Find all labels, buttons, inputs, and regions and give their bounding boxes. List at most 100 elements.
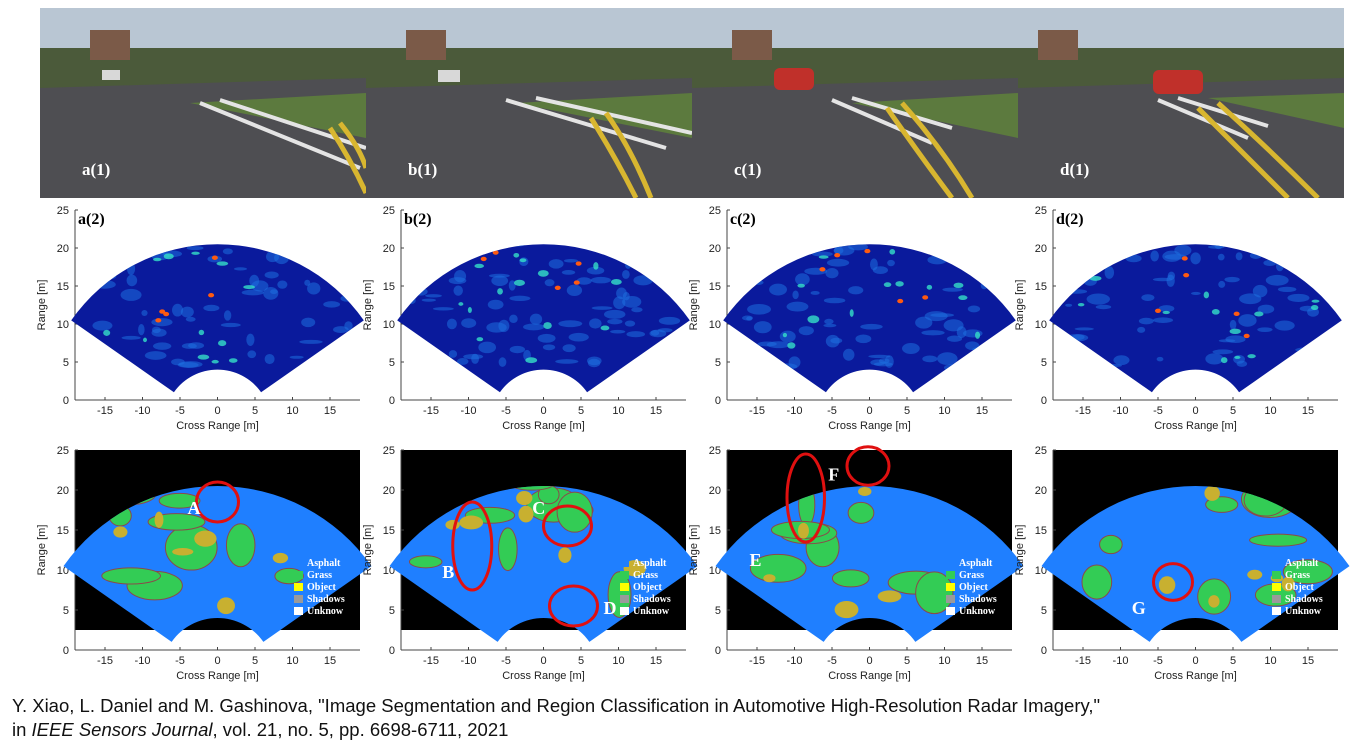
radar-return [265,251,280,263]
radar-return [498,357,507,367]
radar-return [967,305,981,313]
radar-return [610,279,622,285]
legend-swatch [1272,607,1281,615]
grass-region [1282,559,1333,585]
radar-return [143,337,148,343]
y-tick-label: 20 [1035,485,1047,497]
x-tick-label: 0 [214,405,220,417]
radar-return [491,275,509,287]
x-tick-label: -10 [461,655,477,667]
radar-return [1217,253,1225,261]
y-tick-label: 20 [709,485,721,497]
radar-return [1220,357,1228,364]
radar-hotspot [1183,272,1190,278]
y-tick-label: 25 [57,445,69,457]
highlight-circle [785,452,826,544]
x-tick-label: 5 [578,655,584,667]
radar-return [731,344,753,352]
radar-return [653,271,662,280]
legend-label: Unknow [959,606,996,617]
radar-return [1102,255,1109,262]
x-tick-label: 15 [976,405,988,417]
radar-return [1203,291,1210,299]
radar-return [562,344,576,353]
radar-return [1315,279,1335,288]
radar-return [1167,271,1176,280]
y-tick-label: 10 [1035,319,1047,331]
radar-return [744,279,754,283]
radar-return [291,244,307,246]
radar-return [497,288,503,295]
radar-return [943,319,964,332]
radar-return [509,345,526,354]
radar-hotspot [1243,333,1250,339]
radar-return [85,352,99,358]
y-tick-label: 25 [383,205,395,217]
x-tick-label: 15 [650,655,662,667]
radar-hotspot [922,295,929,300]
radar-return [1060,367,1078,371]
radar-return [1311,299,1320,303]
radar-return [942,287,963,292]
object-region [194,530,217,547]
radar-return [1104,266,1115,279]
radar-return [323,301,341,308]
radar-return [170,244,179,248]
radar-return [1113,355,1130,366]
radar-return [921,330,945,336]
radar-return [1153,317,1174,323]
panel-label: b(2) [404,211,432,228]
y-axis-label: Range [m] [688,525,700,576]
radar-return [1262,247,1280,260]
y-axis-label: Range [m] [362,525,374,576]
radar-return [203,304,220,312]
segment-regions [101,486,304,615]
radar-return [752,280,764,285]
radar-return [1211,308,1220,315]
radar-return [289,355,304,359]
segmentation-chart: 0 5 10 15 20 25 -15 -10 -5 0 5 10 15 Cross Range [m] R… [36,445,372,682]
radar-return [953,282,964,289]
object-region [459,515,484,530]
radar-return [631,307,643,313]
radar-return [1152,277,1173,282]
camera-image-b: b(1) [366,8,692,198]
legend-label: Unknow [1285,606,1322,617]
radar-return [1315,340,1328,345]
radar-return [344,321,353,331]
radar-return [561,270,576,275]
panel-label: d(2) [1056,211,1084,228]
object-region [1208,595,1220,608]
y-tick-label: 5 [389,605,395,617]
radar-return [1150,250,1159,262]
radar-return [930,313,955,318]
radar-return [304,279,311,286]
region-marker: A [188,498,201,518]
legend-swatch [946,607,955,615]
x-tick-label: 10 [938,405,950,417]
radar-return [1137,326,1146,333]
x-axis-label: Cross Range [m] [828,420,911,432]
radar-return [1139,244,1150,247]
radar-return [467,307,472,314]
radar-return [318,247,327,255]
radar-return [486,322,507,333]
y-tick-label: 20 [57,243,69,255]
radar-return [813,244,828,251]
radar-return [263,286,279,300]
radar-hotspot [159,309,166,314]
radar-return [246,333,255,346]
radar-return [1234,355,1241,359]
radar-return [1065,303,1073,307]
highlight-circle [451,500,494,592]
radar-return [412,245,431,249]
radar-hotspot [819,267,826,272]
radar-return [425,294,442,298]
radar-return [1074,327,1094,331]
radar-return [105,245,122,249]
grass-region [1099,534,1123,555]
panel-label: a(3) [78,451,105,468]
radar-return [151,318,173,327]
radar-return [625,261,632,269]
x-axis-label: Cross Range [m] [1154,670,1237,682]
